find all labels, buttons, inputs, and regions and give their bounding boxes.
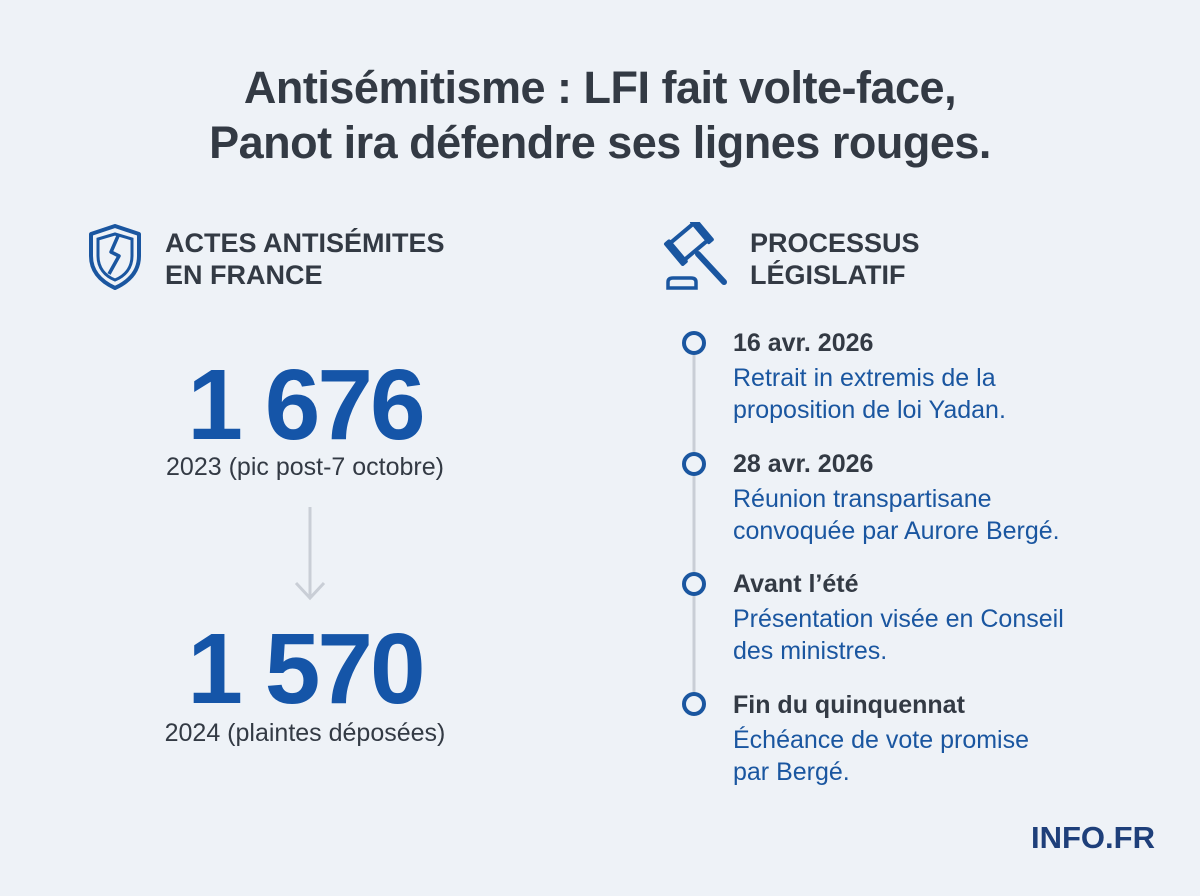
title-line: Antisémitisme : LFI fait volte-face, bbox=[243, 62, 957, 113]
timeline-date: 28 avr. 2026 bbox=[733, 449, 874, 478]
section-heading: EN FRANCE bbox=[165, 260, 323, 290]
stat-value: 1 676 bbox=[187, 349, 425, 461]
timeline-text: par Bergé. bbox=[733, 757, 850, 786]
section-heading: LÉGISLATIF bbox=[750, 260, 906, 290]
title-line: Panot ira défendre ses lignes rouges. bbox=[209, 117, 991, 168]
gavel-icon bbox=[663, 222, 727, 290]
stat-caption: 2023 (pic post-7 octobre) bbox=[166, 453, 444, 481]
stat-value: 1 570 bbox=[187, 613, 425, 725]
timeline-date: Avant l’été bbox=[733, 570, 859, 598]
section-heading: PROCESSUS bbox=[750, 228, 920, 258]
brand: INFO.FR bbox=[1031, 820, 1155, 855]
timeline bbox=[682, 331, 706, 716]
timeline-text: Retrait in extremis de la bbox=[733, 364, 996, 392]
timeline-text: proposition de loi Yadan. bbox=[733, 396, 1006, 424]
section-heading: ACTES ANTISÉMITES bbox=[165, 228, 445, 258]
timeline-text: convoquée par Aurore Bergé. bbox=[733, 516, 1060, 545]
shield-icon bbox=[89, 224, 141, 290]
timeline-text: Réunion transpartisane bbox=[733, 484, 992, 513]
timeline-text: Présentation visée en Conseil bbox=[733, 605, 1064, 633]
timeline-date: 16 avr. 2026 bbox=[733, 329, 874, 357]
timeline-date: Fin du quinquennat bbox=[733, 690, 965, 719]
timeline-text: des ministres. bbox=[733, 637, 888, 665]
down-arrow bbox=[294, 507, 326, 601]
stat-caption: 2024 (plaintes déposées) bbox=[164, 719, 446, 747]
timeline-text: Échéance de vote promise bbox=[733, 725, 1030, 754]
